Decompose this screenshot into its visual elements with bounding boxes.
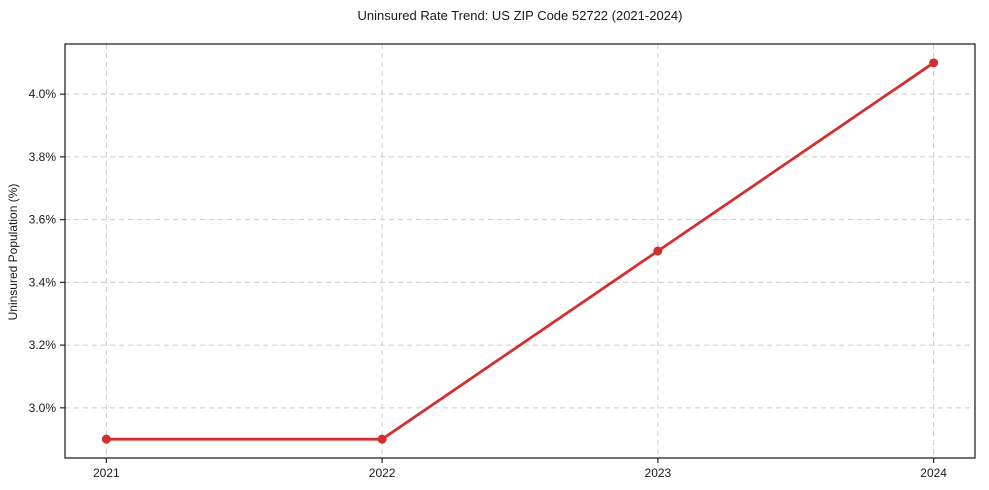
trend-line — [104, 61, 936, 441]
y-tick-label: 3.0% — [29, 401, 57, 415]
chart-title: Uninsured Rate Trend: US ZIP Code 52722 … — [357, 8, 683, 23]
x-tick-label: 2021 — [93, 466, 120, 480]
data-point — [377, 434, 387, 444]
x-tick-label: 2022 — [369, 466, 396, 480]
y-tick-label: 3.2% — [29, 338, 57, 352]
y-tick-label: 4.0% — [29, 87, 57, 101]
data-point — [929, 58, 939, 68]
data-point — [101, 434, 111, 444]
y-tick-label: 3.4% — [29, 275, 57, 289]
data-point — [653, 246, 663, 256]
plot-border — [64, 43, 976, 459]
y-axis-label: Uninsured Population (%) — [6, 183, 20, 321]
x-tick-label: 2023 — [645, 466, 672, 480]
x-tick-label: 2024 — [920, 466, 947, 480]
y-tick-label: 3.8% — [29, 150, 57, 164]
y-tick-label: 3.6% — [29, 213, 57, 227]
